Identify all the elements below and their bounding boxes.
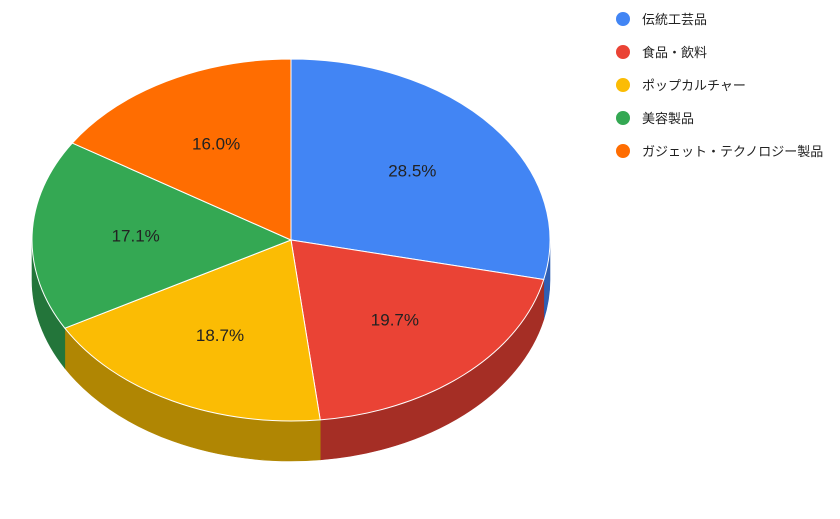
legend-item[interactable]: 美容製品 [616, 101, 823, 134]
legend-item[interactable]: ガジェット・テクノロジー製品 [616, 134, 823, 167]
legend-swatch-icon [616, 11, 630, 26]
legend-swatch-icon [616, 143, 630, 158]
pie-slice[interactable] [31, 142, 292, 329]
pie-slice[interactable] [290, 239, 545, 421]
legend-item[interactable]: 伝統工芸品 [616, 2, 823, 35]
legend: 伝統工芸品 食品・飲料 ポップカルチャー 美容製品 ガジェット・テクノロジー製品 [616, 2, 823, 167]
pie-data-labels: 28.5% 19.7% 18.7% 17.1% 16.0% [112, 134, 437, 345]
legend-swatch-icon [616, 77, 630, 92]
pie-data-label: 18.7% [196, 326, 244, 345]
legend-item[interactable]: 食品・飲料 [616, 35, 823, 68]
legend-label: 伝統工芸品 [642, 13, 708, 28]
pie-slices [31, 58, 551, 422]
pie-data-label: 19.7% [371, 310, 419, 329]
pie-slice[interactable] [71, 58, 292, 241]
pie-data-label: 16.0% [192, 134, 240, 153]
pie-slice[interactable] [290, 58, 551, 280]
pie-slice[interactable] [64, 239, 321, 422]
legend-label: 食品・飲料 [642, 46, 708, 61]
legend-item[interactable]: ポップカルチャー [616, 68, 823, 101]
pie-data-label: 17.1% [112, 226, 160, 245]
legend-label: ガジェット・テクノロジー製品 [642, 145, 824, 160]
legend-label: ポップカルチャー [642, 79, 746, 94]
pie-data-label: 28.5% [388, 162, 436, 181]
legend-label: 美容製品 [642, 112, 695, 127]
legend-swatch-icon [616, 110, 630, 125]
legend-swatch-icon [616, 44, 630, 59]
